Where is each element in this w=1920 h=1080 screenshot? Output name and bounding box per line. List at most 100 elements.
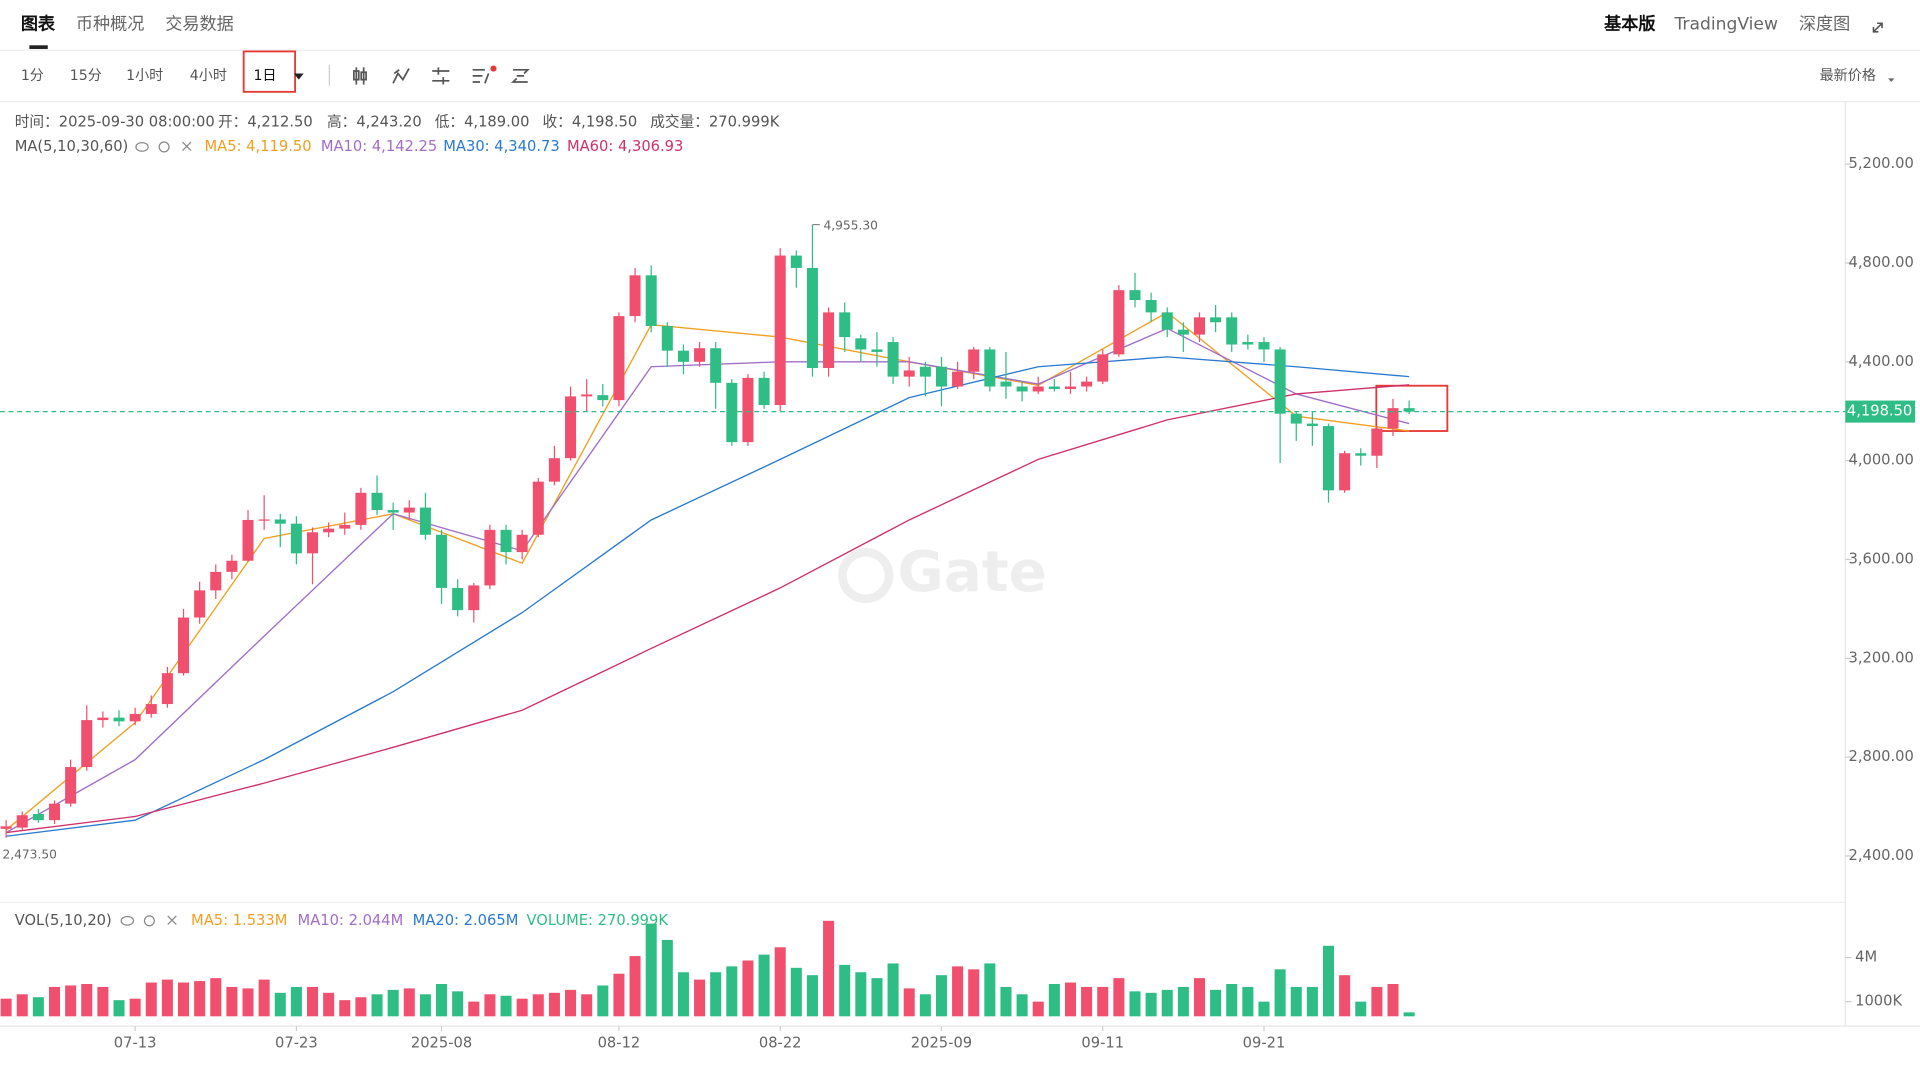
view-option[interactable]: 基本版: [1604, 13, 1656, 34]
volume-bar: [1177, 986, 1189, 1017]
volume-bar: [887, 963, 899, 1017]
volume-bar: [903, 988, 915, 1017]
volume-bar: [1306, 986, 1318, 1017]
indicator-icon[interactable]: [392, 68, 410, 84]
toolbar-icons: [353, 67, 530, 85]
candle-body: [129, 713, 141, 722]
view-option[interactable]: TradingView: [1673, 14, 1777, 34]
candle-body: [1000, 381, 1012, 387]
candle-body: [984, 349, 996, 387]
volume-bar: [758, 954, 770, 1017]
volume-bar: [468, 1001, 480, 1017]
candle-body: [1210, 317, 1222, 323]
interval[interactable]: 1分: [21, 68, 44, 84]
volume-bar: [387, 989, 399, 1017]
candle-body: [1403, 408, 1415, 412]
x-tick-label: 07-13: [114, 1034, 157, 1051]
candle-body: [1322, 426, 1335, 491]
candle-body: [839, 312, 851, 338]
candle-icon[interactable]: [353, 67, 367, 85]
volume-bar: [790, 967, 802, 1017]
eye-icon[interactable]: [135, 142, 149, 152]
candle-body: [1242, 342, 1254, 345]
ma-line: [6, 356, 1410, 837]
interval[interactable]: 1小时: [126, 68, 163, 84]
swap-icon[interactable]: [510, 68, 530, 83]
volume-bar: [307, 986, 319, 1017]
volume-bar: [1226, 984, 1238, 1017]
candle-body: [0, 826, 12, 829]
volume-bar: [1290, 986, 1302, 1017]
interval-dropdown[interactable]: [293, 73, 304, 80]
candle-body: [145, 704, 157, 714]
volume-bar: [1016, 994, 1028, 1017]
tab[interactable]: 币种概况: [76, 14, 145, 34]
volume-bar: [1242, 986, 1254, 1017]
price-type-arrow[interactable]: [1888, 78, 1895, 83]
close-icon[interactable]: [182, 141, 192, 152]
volume-bar: [774, 947, 786, 1017]
candle-body: [48, 803, 61, 821]
price-type[interactable]: 最新价格: [1820, 68, 1876, 84]
candle-body: [1097, 354, 1109, 382]
volume-bar: [81, 984, 93, 1017]
volume-bar: [1339, 975, 1351, 1017]
candle-body: [1177, 329, 1189, 335]
candle-body: [516, 534, 528, 553]
tab[interactable]: 图表: [21, 13, 56, 34]
candle-body: [1306, 423, 1318, 427]
y-tick-label: 3,200.00: [1848, 649, 1913, 666]
candle-body: [887, 342, 899, 377]
candle-body: [307, 532, 319, 554]
vol-legend-item: MA10: 2.044M: [298, 912, 404, 929]
view-option[interactable]: 深度图: [1799, 14, 1850, 34]
volume-bar: [210, 978, 222, 1017]
volume-bar: [984, 963, 996, 1017]
y-tick-label: 2,400.00: [1848, 847, 1913, 864]
candle-body: [1113, 290, 1125, 355]
candle-body: [16, 815, 28, 828]
low-annotation: 2,473.50: [2, 847, 56, 861]
x-tick-label: 09-11: [1081, 1034, 1124, 1051]
candle-body: [919, 366, 931, 377]
volume-bar: [371, 994, 383, 1017]
volume-bar: [597, 985, 609, 1017]
candle-body: [355, 492, 367, 525]
volume-bar: [48, 986, 61, 1017]
candle-body: [1016, 386, 1028, 392]
volume-bar: [710, 972, 722, 1017]
volume-bar: [1355, 1001, 1367, 1017]
candle-body: [1081, 381, 1093, 387]
candle-body: [694, 348, 706, 362]
gear-icon[interactable]: [158, 141, 170, 153]
ohlc-info: 成交量：270.999K: [650, 112, 779, 130]
vol-legend-item: VOLUME: 270.999K: [527, 912, 669, 929]
volume-bar: [500, 995, 512, 1017]
close-icon[interactable]: [167, 915, 177, 925]
candle-body: [500, 529, 512, 553]
volume-bar: [952, 966, 964, 1017]
candle-body: [339, 524, 351, 529]
candle-body: [1129, 290, 1141, 301]
eye-icon[interactable]: [120, 915, 135, 926]
candle-body: [774, 255, 786, 406]
ohlc-info: 低：4,189.00: [435, 113, 530, 130]
candle-body: [290, 523, 302, 554]
interval[interactable]: 15分: [70, 68, 102, 84]
interval[interactable]: 1日: [253, 68, 276, 84]
candle-body: [452, 587, 464, 611]
candle-body: [194, 590, 206, 618]
volume-bar: [806, 975, 818, 1017]
draw-icon[interactable]: [472, 68, 490, 84]
volume-bar: [355, 997, 367, 1017]
candle-body: [1032, 386, 1044, 392]
gear-icon[interactable]: [143, 915, 155, 927]
fullscreen-icon[interactable]: [1872, 22, 1883, 33]
y-tick-label: 4,800.00: [1848, 254, 1913, 271]
volume-bar: [613, 973, 625, 1017]
interval[interactable]: 4小时: [190, 68, 227, 84]
tab[interactable]: 交易数据: [165, 14, 234, 34]
vol-legend-label: VOL(5,10,20): [15, 912, 112, 929]
settings-icon[interactable]: [432, 67, 450, 85]
volume-bar: [1097, 986, 1109, 1017]
